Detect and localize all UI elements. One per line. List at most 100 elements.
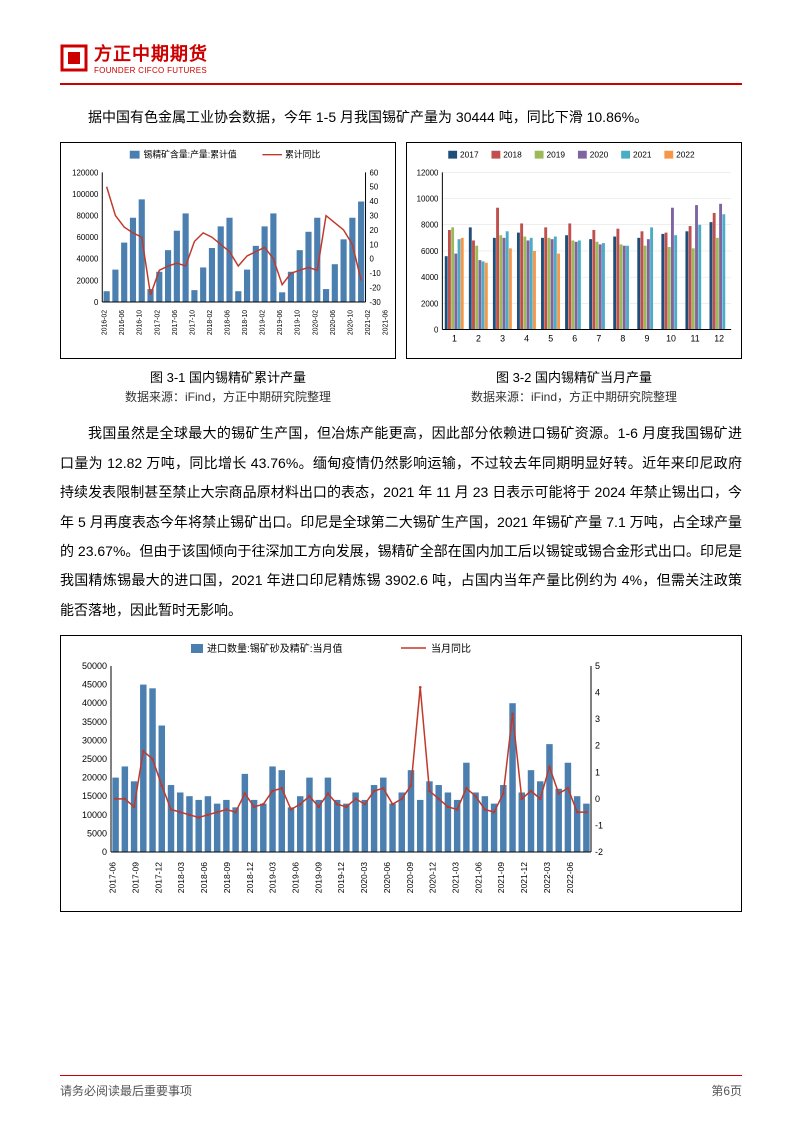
- svg-text:80000: 80000: [77, 212, 99, 221]
- svg-text:2017-10: 2017-10: [189, 310, 196, 335]
- svg-text:1: 1: [595, 767, 600, 777]
- svg-text:2018-06: 2018-06: [225, 310, 232, 335]
- svg-text:8000: 8000: [421, 221, 439, 230]
- svg-text:120000: 120000: [72, 169, 99, 178]
- svg-text:2: 2: [476, 334, 481, 344]
- svg-text:2017: 2017: [460, 150, 479, 160]
- svg-text:15000: 15000: [82, 791, 107, 801]
- svg-text:30000: 30000: [82, 736, 107, 746]
- svg-text:12: 12: [714, 334, 724, 344]
- svg-text:2022: 2022: [676, 150, 695, 160]
- header: 方正中期期货 FOUNDER CIFCO FUTURES: [60, 40, 742, 75]
- svg-text:11: 11: [690, 334, 699, 344]
- svg-text:2021-03: 2021-03: [450, 862, 460, 893]
- chart-bottom-wrap: 进口数量:锡矿砂及精矿:当月值当月同比050001000015000200002…: [60, 635, 742, 912]
- svg-text:2018-06: 2018-06: [199, 862, 209, 893]
- svg-text:-2: -2: [595, 847, 603, 857]
- svg-text:2000: 2000: [421, 300, 439, 309]
- svg-text:45000: 45000: [82, 680, 107, 690]
- svg-text:2020-10: 2020-10: [347, 310, 354, 335]
- svg-text:2021: 2021: [633, 150, 652, 160]
- svg-text:0: 0: [595, 794, 600, 804]
- logo-text: 方正中期期货 FOUNDER CIFCO FUTURES: [94, 40, 208, 75]
- svg-text:2019-09: 2019-09: [313, 862, 323, 893]
- svg-text:35000: 35000: [82, 717, 107, 727]
- svg-text:2021-06: 2021-06: [473, 862, 483, 893]
- svg-text:3: 3: [500, 334, 505, 344]
- svg-text:2019-10: 2019-10: [295, 310, 302, 335]
- svg-text:2018-03: 2018-03: [176, 862, 186, 893]
- header-divider: [60, 83, 742, 85]
- chart-3-2-source: 数据来源：iFind，方正中期研究院整理: [406, 388, 742, 405]
- charts-row-top: 锡精矿含量:产量:累计值累计同比020000400006000080000100…: [60, 142, 742, 359]
- svg-text:2: 2: [595, 741, 600, 751]
- svg-text:2020-09: 2020-09: [405, 862, 415, 893]
- svg-text:2019-02: 2019-02: [260, 310, 267, 335]
- svg-text:2017-12: 2017-12: [153, 862, 163, 893]
- svg-text:10000: 10000: [82, 810, 107, 820]
- svg-text:2016-10: 2016-10: [137, 310, 144, 335]
- svg-text:20: 20: [369, 226, 378, 235]
- svg-text:2017-09: 2017-09: [130, 862, 140, 893]
- chart-3-2-title: 图 3-2 国内锡精矿当月产量: [406, 367, 742, 386]
- svg-text:0: 0: [369, 255, 374, 264]
- svg-text:2018-10: 2018-10: [242, 310, 249, 335]
- svg-text:-20: -20: [369, 284, 381, 293]
- svg-text:9: 9: [644, 334, 649, 344]
- svg-text:0: 0: [102, 847, 107, 857]
- svg-text:10: 10: [666, 334, 676, 344]
- svg-text:2020-02: 2020-02: [312, 310, 319, 335]
- svg-text:2016-02: 2016-02: [102, 310, 109, 335]
- svg-text:2018-09: 2018-09: [222, 862, 232, 893]
- svg-text:2016-06: 2016-06: [119, 310, 126, 335]
- svg-text:2021-06: 2021-06: [382, 310, 389, 335]
- svg-text:10: 10: [369, 241, 378, 250]
- svg-text:20000: 20000: [82, 773, 107, 783]
- svg-text:2020-03: 2020-03: [359, 862, 369, 893]
- svg-text:2019-03: 2019-03: [268, 862, 278, 893]
- paragraph-1: 据中国有色金属工业协会数据，今年 1-5 月我国锡矿产量为 30444 吨，同比…: [60, 103, 742, 132]
- svg-text:40000: 40000: [77, 255, 99, 264]
- svg-text:-30: -30: [369, 298, 381, 307]
- page-number: 第6页: [711, 1082, 742, 1099]
- svg-text:40000: 40000: [82, 698, 107, 708]
- svg-text:锡精矿含量:产量:累计值: 锡精矿含量:产量:累计值: [144, 149, 237, 160]
- svg-text:-10: -10: [369, 270, 381, 279]
- caption-row-top: 图 3-1 国内锡精矿累计产量 数据来源：iFind，方正中期研究院整理 图 3…: [60, 363, 742, 419]
- svg-text:2018-12: 2018-12: [245, 862, 255, 893]
- svg-text:2022-06: 2022-06: [565, 862, 575, 893]
- company-name-cn: 方正中期期货: [94, 40, 208, 66]
- footer-note: 请务必阅读最后重要事项: [60, 1082, 192, 1099]
- chart-3-1: 锡精矿含量:产量:累计值累计同比020000400006000080000100…: [60, 142, 396, 359]
- svg-text:2020-12: 2020-12: [428, 862, 438, 893]
- svg-text:2019-12: 2019-12: [336, 862, 346, 893]
- svg-text:8: 8: [620, 334, 625, 344]
- svg-text:40: 40: [369, 198, 378, 207]
- svg-text:4: 4: [524, 334, 529, 344]
- svg-text:12000: 12000: [417, 169, 439, 178]
- svg-text:20000: 20000: [77, 277, 99, 286]
- logo-icon: [60, 44, 88, 72]
- svg-text:25000: 25000: [82, 754, 107, 764]
- svg-text:5: 5: [548, 334, 553, 344]
- footer: 请务必阅读最后重要事项 第6页: [60, 1075, 742, 1100]
- svg-text:7: 7: [596, 334, 601, 344]
- svg-text:2018-02: 2018-02: [207, 310, 214, 335]
- svg-text:2019-06: 2019-06: [277, 310, 284, 335]
- svg-text:0: 0: [434, 326, 439, 335]
- svg-text:1: 1: [452, 334, 457, 344]
- svg-text:50000: 50000: [82, 661, 107, 671]
- svg-text:当月同比: 当月同比: [431, 642, 471, 655]
- svg-text:2020: 2020: [590, 150, 609, 160]
- svg-text:2020-06: 2020-06: [382, 862, 392, 893]
- chart-3-2: 2017201820192020202120220200040006000800…: [406, 142, 742, 359]
- svg-text:2018: 2018: [503, 150, 522, 160]
- chart-3-3: 进口数量:锡矿砂及精矿:当月值当月同比050001000015000200002…: [60, 635, 742, 912]
- chart-3-1-title: 图 3-1 国内锡精矿累计产量: [60, 367, 396, 386]
- svg-text:4000: 4000: [421, 273, 439, 282]
- chart-3-1-source: 数据来源：iFind，方正中期研究院整理: [60, 388, 396, 405]
- svg-text:进口数量:锡矿砂及精矿:当月值: 进口数量:锡矿砂及精矿:当月值: [207, 642, 343, 655]
- footer-divider: [60, 1075, 742, 1077]
- svg-text:2017-02: 2017-02: [154, 310, 161, 335]
- svg-text:2021-12: 2021-12: [519, 862, 529, 893]
